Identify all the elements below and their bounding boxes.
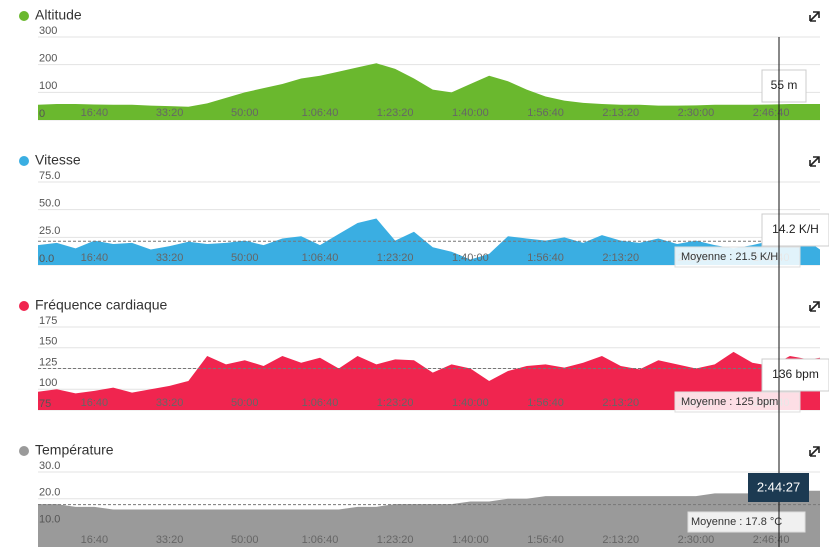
cursor-label: 2:44:27 xyxy=(757,479,800,494)
x-tick-label: 1:56:40 xyxy=(527,107,564,119)
cursor-box xyxy=(748,473,809,502)
expand-icon[interactable] xyxy=(809,156,820,167)
x-tick-label: 50:00 xyxy=(231,397,259,409)
average-label: Moyenne : 125 bpm xyxy=(681,396,778,408)
tooltip-box xyxy=(761,69,807,103)
x-tick-label: 1:23:20 xyxy=(377,107,414,119)
y-tick-label: 200 xyxy=(39,53,57,65)
area xyxy=(38,63,820,120)
x-tick-label: 2:13:20 xyxy=(602,107,639,119)
chart-title: Température xyxy=(35,442,114,458)
x-tick-label: 2:13:20 xyxy=(602,252,639,264)
expand-icon[interactable] xyxy=(809,11,820,22)
x-tick-label: 1:56:40 xyxy=(527,534,564,546)
x-tick-label: 50:00 xyxy=(231,107,259,119)
x-tick-label: 1:06:40 xyxy=(302,397,339,409)
legend-dot xyxy=(19,156,29,166)
tooltip-text: 55 m xyxy=(771,78,798,92)
chart-title: Altitude xyxy=(35,7,82,23)
y-tick-label: 300 xyxy=(39,25,57,37)
y-tick-label: 20.0 xyxy=(39,487,60,499)
average-label: Moyenne : 17.8 °C xyxy=(691,516,782,528)
x-tick-label: 2:46:40 xyxy=(753,107,790,119)
y-tick-label: 100 xyxy=(39,377,57,389)
chart-title: Vitesse xyxy=(35,152,81,168)
tooltip-text: 14.2 K/H xyxy=(772,222,819,236)
x-tick-label: 2:30:00 xyxy=(678,534,715,546)
x-tick-label: 1:40:00 xyxy=(452,397,489,409)
x-tick-label: 33:20 xyxy=(156,534,184,546)
y-tick-label: 30.0 xyxy=(39,460,60,472)
x-tick-label: 2:13:20 xyxy=(602,397,639,409)
average-label: Moyenne : 21.5 K/H xyxy=(681,251,778,263)
tooltip-box xyxy=(761,213,829,247)
tooltip-text: 136 bpm xyxy=(772,367,819,381)
x-tick-label: 1:40:00 xyxy=(452,252,489,264)
area xyxy=(38,351,820,410)
y-tick-label: 75 xyxy=(39,398,51,410)
expand-icon[interactable] xyxy=(809,446,820,457)
average-box xyxy=(674,246,801,268)
x-tick-label: 16:40 xyxy=(81,534,109,546)
x-tick-label: 16:40 xyxy=(81,107,109,119)
x-tick-label: 1:23:20 xyxy=(377,397,414,409)
x-tick-label: 1:06:40 xyxy=(302,534,339,546)
x-tick-label: 2:30:00 xyxy=(678,107,715,119)
x-tick-label: 33:20 xyxy=(156,107,184,119)
y-tick-label: 75.0 xyxy=(39,170,60,182)
expand-icon[interactable] xyxy=(809,301,820,312)
y-tick-label: 150 xyxy=(39,336,57,348)
y-tick-label: 0 xyxy=(39,108,45,120)
average-box xyxy=(687,511,806,533)
x-tick-label: 50:00 xyxy=(231,252,259,264)
x-tick-label: 2:46:40 xyxy=(753,534,790,546)
x-tick-label: 2:13:20 xyxy=(602,534,639,546)
legend-dot xyxy=(19,301,29,311)
legend-dot xyxy=(19,446,29,456)
tooltip-box xyxy=(761,358,829,392)
x-tick-label: 1:06:40 xyxy=(302,107,339,119)
y-tick-label: 10.0 xyxy=(39,513,60,525)
x-tick-label: 1:40:00 xyxy=(452,534,489,546)
x-tick-label: 33:20 xyxy=(156,397,184,409)
x-tick-label: 1:23:20 xyxy=(377,534,414,546)
area xyxy=(38,218,820,265)
y-tick-label: 25.0 xyxy=(39,225,60,237)
legend-dot xyxy=(19,11,29,21)
y-tick-label: 175 xyxy=(39,315,57,327)
x-tick-label: 16:40 xyxy=(81,397,109,409)
x-tick-label: 16:40 xyxy=(81,252,109,264)
y-tick-label: 100 xyxy=(39,80,57,92)
y-tick-label: 125 xyxy=(39,356,57,368)
x-tick-label: 50:00 xyxy=(231,534,259,546)
x-tick-label: 33:20 xyxy=(156,252,184,264)
y-tick-label: 50.0 xyxy=(39,198,60,210)
x-tick-label: 1:56:40 xyxy=(527,252,564,264)
x-tick-label: 1:56:40 xyxy=(527,397,564,409)
y-tick-label: 0.0 xyxy=(39,253,54,265)
x-tick-label: 1:40:00 xyxy=(452,107,489,119)
x-tick-label: 1:06:40 xyxy=(302,252,339,264)
chart-title: Fréquence cardiaque xyxy=(35,297,168,313)
average-box xyxy=(674,391,801,413)
x-tick-label: 1:23:20 xyxy=(377,252,414,264)
